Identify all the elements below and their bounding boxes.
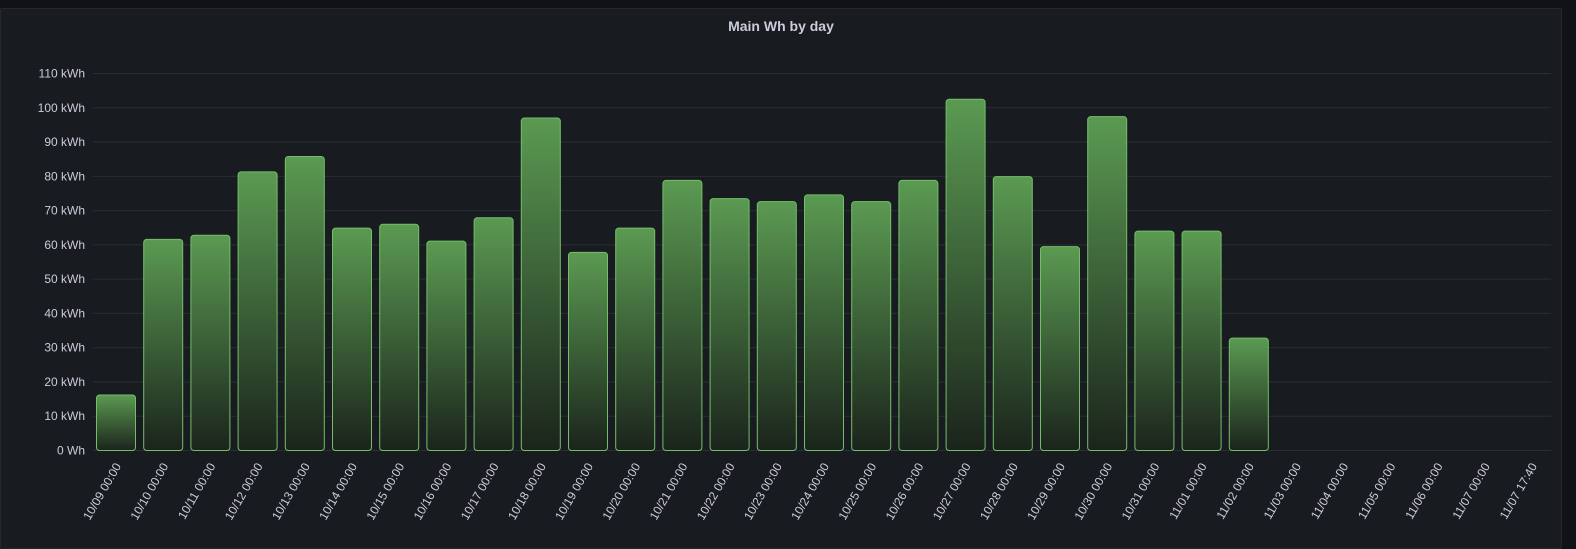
x-tick-label: 11/02 00:00 (1214, 460, 1258, 521)
x-tick-label: 10/19 00:00 (552, 460, 596, 522)
y-tick-label: 80 kWh (44, 169, 85, 183)
bar[interactable] (851, 201, 892, 451)
x-tick-label: 10/18 00:00 (505, 460, 549, 522)
y-tick-label: 90 kWh (44, 135, 85, 149)
bar[interactable] (662, 179, 703, 451)
bar[interactable] (992, 176, 1033, 451)
bar[interactable] (473, 217, 514, 451)
bars (96, 98, 1269, 452)
bar[interactable] (1134, 230, 1175, 451)
x-tick-label: 10/27 00:00 (930, 460, 974, 522)
bar[interactable] (615, 227, 656, 451)
bar[interactable] (520, 117, 561, 452)
y-tick-label: 40 kWh (44, 306, 85, 320)
bar[interactable] (1181, 230, 1222, 451)
x-tick-label: 11/03 00:00 (1261, 460, 1305, 521)
y-tick-label: 60 kWh (44, 238, 85, 252)
y-tick-label: 20 kWh (44, 375, 85, 389)
bar[interactable] (898, 179, 939, 451)
bar[interactable] (1087, 116, 1128, 452)
x-tick-label: 10/11 00:00 (175, 460, 219, 521)
x-tick-label: 10/15 00:00 (363, 460, 407, 522)
x-tick-label: 10/31 00:00 (1119, 460, 1163, 522)
y-tick-label: 30 kWh (44, 341, 85, 355)
bar[interactable] (804, 194, 844, 451)
bar[interactable] (96, 394, 136, 451)
x-tick-label: 10/17 00:00 (458, 460, 502, 522)
bar[interactable] (568, 251, 608, 451)
x-tick-label: 10/20 00:00 (599, 460, 643, 522)
bar[interactable] (284, 155, 325, 451)
x-tick-label: 11/04 00:00 (1308, 460, 1352, 521)
y-tick-label: 100 kWh (38, 101, 85, 115)
y-tick-label: 50 kWh (44, 272, 85, 286)
bar[interactable] (709, 198, 750, 451)
bar[interactable] (945, 98, 986, 451)
x-tick-label: 11/05 00:00 (1355, 460, 1399, 521)
y-tick-label: 70 kWh (44, 204, 85, 218)
x-tick-label: 10/24 00:00 (788, 460, 832, 522)
x-tick-label: 10/21 00:00 (647, 460, 691, 522)
x-tick-label: 10/25 00:00 (835, 460, 879, 522)
bar[interactable] (190, 234, 231, 451)
x-tick-label: 10/30 00:00 (1071, 460, 1115, 522)
x-tick-label: 11/06 00:00 (1402, 460, 1446, 521)
bar[interactable] (143, 238, 184, 451)
x-tick-label: 10/13 00:00 (269, 460, 313, 522)
bar[interactable] (237, 171, 278, 451)
y-tick-label: 110 kWh (39, 67, 85, 81)
panel-title: Main Wh by day (728, 18, 834, 34)
bar[interactable] (756, 201, 797, 451)
x-tick-label: 10/09 00:00 (80, 460, 124, 522)
y-tick-label: 0 Wh (57, 444, 85, 458)
x-tick-label: 10/29 00:00 (1024, 460, 1068, 522)
x-tick-label: 10/22 00:00 (694, 460, 738, 522)
x-tick-label: 10/26 00:00 (883, 460, 927, 522)
x-tick-label: 10/16 00:00 (411, 460, 455, 522)
x-tick-label: 10/14 00:00 (316, 460, 360, 522)
x-tick-label: 11/07 17:40 (1497, 460, 1541, 521)
x-axis-ticks: 10/09 00:00 10/10 00:00 10/11 00:00 10/12 0… (80, 460, 1540, 522)
x-tick-label: 10/28 00:00 (977, 460, 1021, 522)
x-tick-label: 10/10 00:00 (127, 460, 171, 522)
x-tick-label: 10/12 00:00 (222, 460, 266, 522)
bar[interactable] (1228, 337, 1269, 451)
bar[interactable] (426, 240, 467, 451)
x-tick-label: 10/23 00:00 (741, 460, 785, 522)
bar[interactable] (379, 223, 420, 451)
x-tick-label: 11/01 00:00 (1166, 460, 1210, 521)
y-tick-label: 10 kWh (44, 409, 85, 423)
y-axis-ticks: 0 Wh 10 kWh 20 kWh 30 kWh 40 kWh 50 kWh 60 kWh… (38, 67, 85, 458)
bar[interactable] (1040, 246, 1080, 451)
x-tick-label: 11/07 00:00 (1450, 460, 1494, 521)
bar[interactable] (332, 227, 372, 451)
